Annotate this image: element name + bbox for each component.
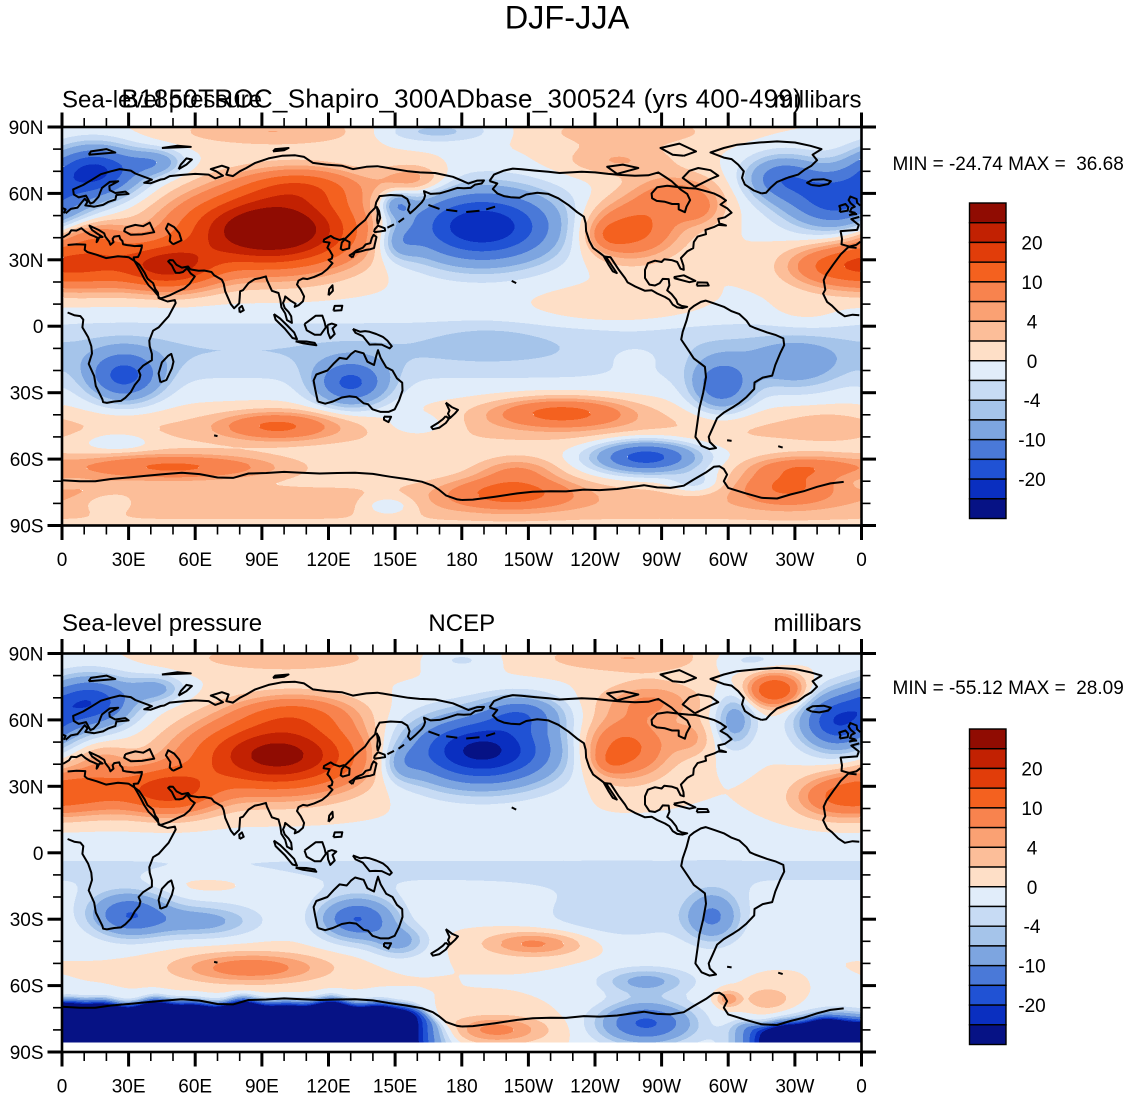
svg-text:60S: 60S [10,977,44,998]
svg-text:0: 0 [57,550,68,571]
svg-text:120W: 120W [570,550,620,571]
svg-text:150E: 150E [373,1077,417,1097]
svg-text:90N: 90N [9,645,44,666]
svg-text:MIN = -55.12 MAX = 28.09: MIN = -55.12 MAX = 28.09 [893,678,1124,699]
svg-text:60N: 60N [9,711,44,732]
svg-text:Sea-level pressure: Sea-level pressure [62,610,262,637]
svg-text:NCEP: NCEP [428,610,495,637]
svg-text:-4: -4 [1024,391,1041,412]
svg-text:Sea-level pressure: Sea-level pressure [62,87,262,114]
svg-text:30N: 30N [9,777,44,798]
svg-text:20: 20 [1021,759,1042,780]
svg-text:30S: 30S [10,910,44,931]
svg-text:-10: -10 [1018,431,1045,452]
svg-text:150W: 150W [504,1077,554,1097]
svg-text:30E: 30E [112,1077,146,1097]
svg-text:120E: 120E [306,1077,350,1097]
svg-text:30N: 30N [9,251,44,272]
svg-text:90N: 90N [9,118,44,139]
svg-text:0: 0 [856,1077,867,1097]
svg-text:60E: 60E [178,1077,212,1097]
svg-text:90E: 90E [245,1077,279,1097]
svg-text:0: 0 [57,1077,68,1097]
svg-text:0: 0 [1027,352,1038,373]
svg-text:30W: 30W [775,1077,814,1097]
svg-text:150E: 150E [373,550,417,571]
svg-text:60N: 60N [9,184,44,205]
svg-text:90E: 90E [245,550,279,571]
svg-text:180: 180 [446,550,478,571]
svg-text:30W: 30W [775,550,814,571]
svg-text:90S: 90S [10,1043,44,1064]
svg-text:90W: 90W [642,1077,681,1097]
svg-text:MIN = -24.74 MAX = 36.68: MIN = -24.74 MAX = 36.68 [893,154,1124,175]
svg-text:90S: 90S [10,517,44,538]
svg-text:4: 4 [1027,838,1038,859]
svg-text:0: 0 [33,317,44,338]
svg-text:30S: 30S [10,384,44,405]
svg-text:-20: -20 [1018,470,1045,491]
svg-text:60W: 60W [709,550,748,571]
svg-text:120E: 120E [306,550,350,571]
svg-text:10: 10 [1021,799,1042,820]
svg-text:-4: -4 [1024,917,1041,938]
svg-text:-20: -20 [1018,996,1045,1017]
svg-text:60W: 60W [709,1077,748,1097]
svg-text:60E: 60E [178,550,212,571]
svg-text:30E: 30E [112,550,146,571]
svg-text:0: 0 [856,550,867,571]
svg-text:0: 0 [1027,878,1038,899]
svg-text:10: 10 [1021,273,1042,294]
svg-text:millibars: millibars [773,610,861,637]
svg-text:90W: 90W [642,550,681,571]
svg-text:B1850TROC_Shapiro_300ADbase_30: B1850TROC_Shapiro_300ADbase_300524 (yrs … [121,84,802,114]
svg-text:150W: 150W [504,550,554,571]
svg-text:120W: 120W [570,1077,620,1097]
svg-text:4: 4 [1027,312,1038,333]
svg-text:180: 180 [446,1077,478,1097]
svg-text:60S: 60S [10,450,44,471]
svg-text:0: 0 [33,844,44,865]
svg-text:DJF-JJA: DJF-JJA [505,0,630,36]
svg-text:-10: -10 [1018,957,1045,978]
svg-text:20: 20 [1021,233,1042,254]
svg-text:millibars: millibars [773,87,861,114]
